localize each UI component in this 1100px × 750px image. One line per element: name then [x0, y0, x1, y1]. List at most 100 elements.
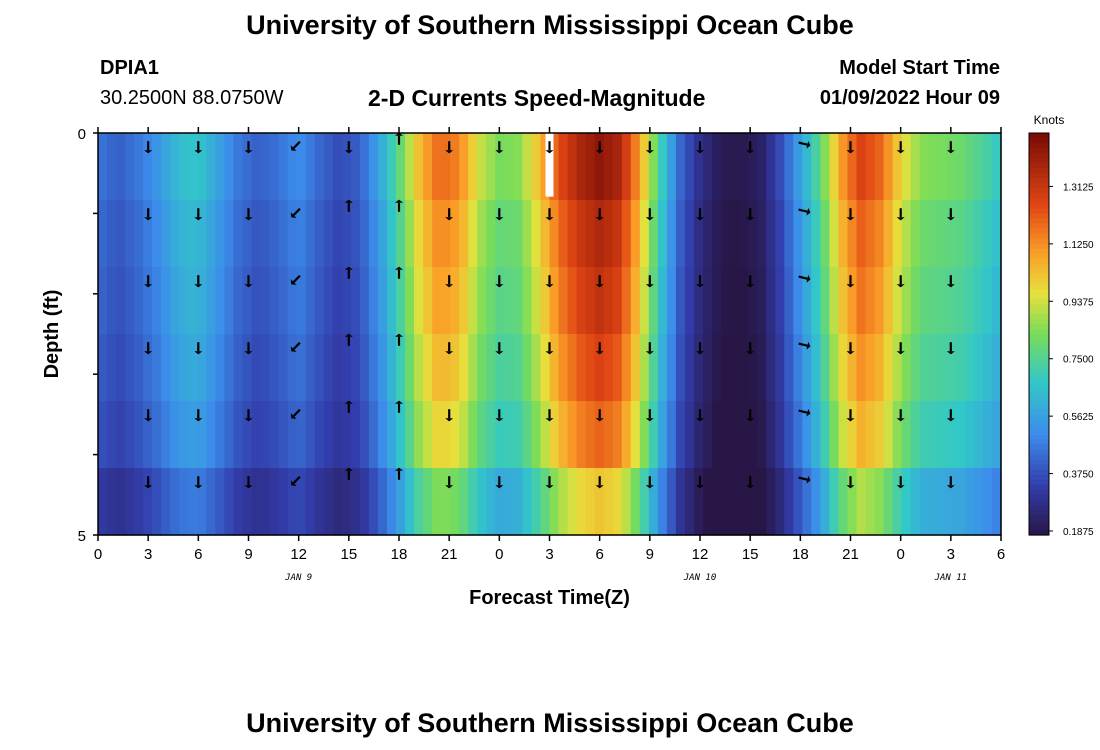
heatmap-cell	[278, 133, 289, 201]
heatmap-cell	[477, 267, 487, 335]
heatmap-cell	[179, 133, 189, 201]
heatmap-cell	[811, 200, 821, 268]
heatmap-cell	[820, 267, 831, 335]
heatmap-cell	[739, 401, 749, 469]
heatmap-cell	[179, 267, 189, 335]
heatmap-cell	[368, 468, 379, 536]
heatmap-cell	[513, 200, 524, 268]
heatmap-cell	[522, 334, 533, 402]
heatmap-cell	[107, 133, 117, 201]
heatmap-cell	[206, 267, 216, 335]
heatmap-cell	[332, 200, 343, 268]
heatmap-cell	[603, 468, 614, 536]
heatmap-cell	[576, 200, 587, 268]
heatmap-cell	[730, 133, 740, 201]
colorbar-swatch	[1029, 198, 1049, 204]
heatmap-cell	[134, 334, 144, 402]
colorbar: Knots 1.3125 1.1250 0.9375 0.7500 0.5625 0.375…	[1028, 113, 1094, 538]
arrow-head	[896, 351, 905, 355]
arrow-head	[946, 217, 955, 221]
heatmap-cell	[820, 200, 831, 268]
heatmap-cell	[215, 334, 226, 402]
heatmap-cell	[910, 401, 921, 469]
heatmap-cell	[287, 334, 298, 402]
heatmap-cell	[775, 267, 785, 335]
heatmap-cell	[612, 200, 623, 268]
heatmap-cell	[612, 334, 623, 402]
heatmap-cell	[504, 334, 514, 402]
heatmap-cell	[359, 267, 370, 335]
heatmap-cell	[323, 267, 334, 335]
colorbar-swatch	[1029, 178, 1049, 184]
colorbar-swatch	[1029, 494, 1049, 501]
heatmap-cell	[450, 468, 460, 536]
heatmap-cell	[901, 468, 912, 536]
heatmap-cell	[395, 133, 406, 201]
heatmap-cell	[242, 468, 253, 536]
heatmap-cell	[829, 401, 840, 469]
heatmap-cell	[206, 334, 216, 402]
heatmap-cell	[143, 468, 153, 536]
heatmap-cell	[242, 401, 253, 469]
heatmap-cell	[585, 133, 596, 201]
arrow-head	[194, 485, 203, 489]
heatmap-cell	[305, 133, 316, 201]
heatmap-cell	[757, 334, 767, 402]
heatmap-cell	[865, 267, 876, 335]
heatmap-cell	[432, 468, 442, 536]
x-tick-label: 6	[595, 546, 603, 563]
colorbar-swatch	[1029, 339, 1049, 345]
heatmap-cell	[937, 468, 948, 536]
heatmap-cell	[793, 200, 803, 268]
heatmap-cell	[775, 468, 785, 536]
heatmap-cell	[296, 334, 307, 402]
arrow-head	[495, 150, 504, 154]
heatmap-cell	[386, 468, 397, 536]
arrow-head	[806, 140, 811, 149]
heatmap-cell	[395, 267, 406, 335]
heatmap-cell	[188, 334, 198, 402]
heatmap-cell	[766, 267, 776, 335]
heatmap-cell	[224, 334, 235, 402]
heatmap-cell	[251, 133, 262, 201]
arrow-head	[806, 341, 811, 350]
heatmap-cell	[459, 133, 469, 201]
heatmap-cell	[495, 401, 505, 469]
heatmap-cell	[170, 468, 180, 536]
heatmap-cell	[639, 267, 650, 335]
heatmap-cell	[242, 267, 253, 335]
heatmap-cell	[838, 133, 849, 201]
heatmap-cell	[251, 200, 262, 268]
arrow-head	[344, 333, 353, 337]
heatmap-cell	[143, 267, 153, 335]
heatmap-cell	[847, 267, 858, 335]
heatmap-cell	[540, 267, 551, 335]
heatmap-cell	[612, 401, 623, 469]
heatmap-cell	[991, 334, 1002, 402]
heatmap-cell	[946, 401, 957, 469]
heatmap-cell	[874, 401, 885, 469]
heatmap-cell	[901, 200, 912, 268]
heatmap-cell	[594, 200, 605, 268]
heatmap-cell	[946, 468, 957, 536]
heatmap-cell	[721, 267, 731, 335]
heatmap-cell	[829, 334, 840, 402]
heatmap-cell	[937, 200, 948, 268]
x-axis: 0 3 6 9 12 15 18 21 0 3 6 9 12 15 18 21 0 3 6 JAN 9 JAN 10 JA…	[94, 127, 1005, 609]
arrow-head	[144, 418, 153, 422]
heatmap-cell	[323, 401, 334, 469]
heatmap-cell	[395, 468, 406, 536]
arrow-head	[144, 217, 153, 221]
colorbar-swatch	[1029, 384, 1049, 390]
heatmap-cell	[856, 267, 867, 335]
heatmap-cell	[305, 267, 316, 335]
colorbar-swatch	[1029, 273, 1049, 280]
x-tick-label: 0	[94, 546, 102, 563]
arrow-head	[806, 207, 811, 216]
heatmap-cell	[964, 401, 975, 469]
current-arrow	[292, 140, 301, 149]
colorbar-swatch	[1029, 153, 1049, 159]
heatmap-cell	[98, 401, 108, 469]
heatmap-cell	[657, 401, 668, 469]
heatmap-cell	[161, 468, 171, 536]
